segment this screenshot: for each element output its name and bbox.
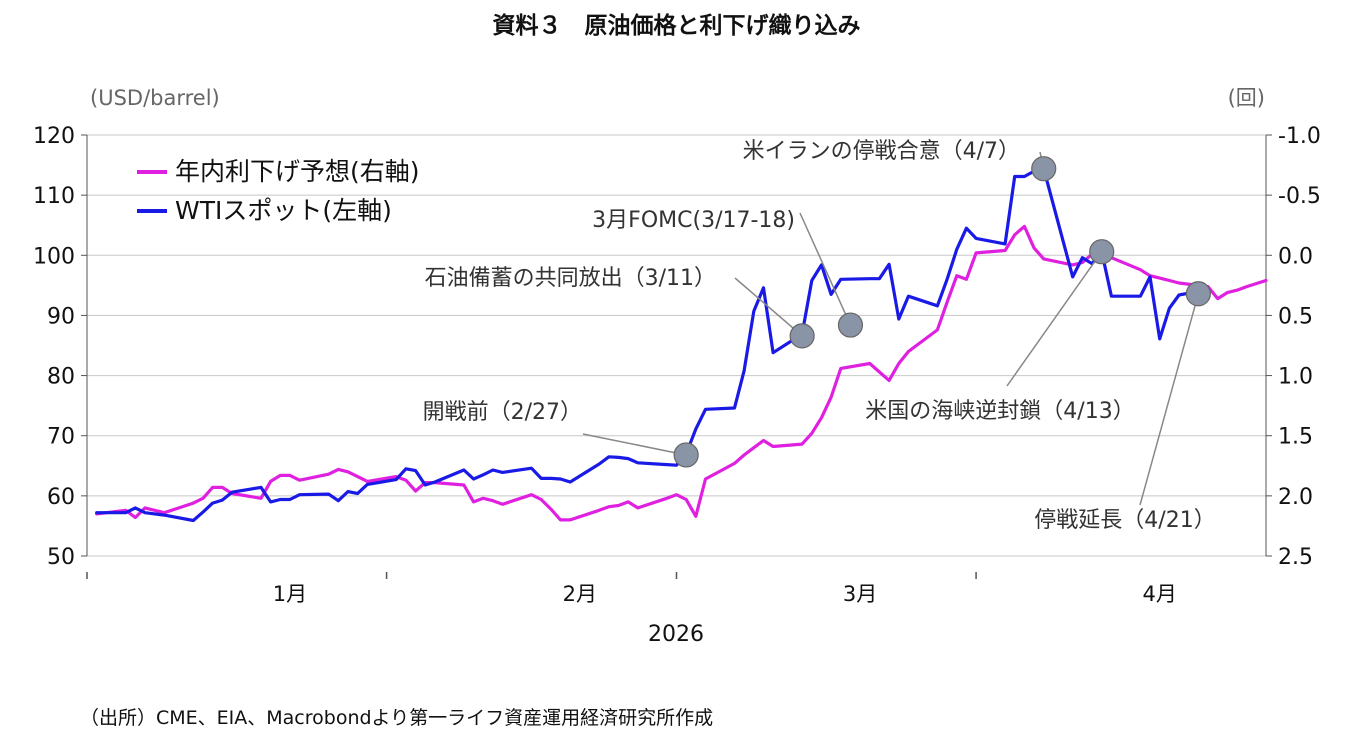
x-tick-label: 2月 — [563, 582, 597, 606]
x-year-label: 2026 — [648, 622, 704, 647]
series-line-wti — [95, 167, 1210, 523]
chart-title: 資料３ 原油価格と利下げ織り込み — [492, 13, 861, 39]
annotation-leader — [734, 277, 803, 337]
right-tick-label: 0.0 — [1278, 244, 1313, 269]
x-tick-label: 4月 — [1143, 582, 1177, 606]
right-tick-label: 0.5 — [1278, 304, 1313, 329]
annotation-label: 米国の海峡逆封鎖（4/13） — [865, 399, 1134, 424]
left-tick-label: 110 — [33, 184, 75, 209]
annotation-leader — [1006, 251, 1103, 387]
annotation-label: 石油備蓄の共同放出（3/11） — [425, 266, 716, 291]
right-tick-label: 1.5 — [1278, 425, 1313, 450]
right-axis-unit: (回) — [1228, 86, 1265, 110]
left-tick-label: 120 — [33, 124, 75, 149]
right-tick-label: 1.0 — [1278, 365, 1313, 390]
x-tick-label: 1月 — [273, 582, 307, 606]
left-tick-label: 60 — [47, 485, 75, 510]
annotation-marker — [1031, 156, 1057, 182]
annotation-label: 停戦延長（4/21） — [1034, 508, 1215, 533]
annotation-label: 3月FOMC(3/17-18) — [592, 208, 795, 233]
annotation-marker — [789, 323, 815, 349]
annotation-marker — [837, 312, 864, 338]
annotation-leader — [582, 433, 687, 456]
annotation-marker — [1185, 281, 1211, 307]
legend-label: WTIスポット(左軸) — [175, 196, 392, 225]
annotation-leader — [799, 212, 852, 326]
left-tick-label: 100 — [33, 244, 75, 269]
right-tick-label: -1.0 — [1278, 124, 1321, 149]
annotation-label: 開戦前（2/27） — [423, 400, 582, 425]
annotation-label: 米イランの停戦合意（4/7） — [743, 139, 1020, 164]
right-tick-label: 2.0 — [1278, 485, 1313, 510]
x-tick-label: 3月 — [843, 582, 877, 606]
right-tick-label: 2.5 — [1278, 545, 1313, 570]
annotation-leader — [1139, 293, 1200, 506]
right-tick-label: -0.5 — [1278, 184, 1321, 209]
left-tick-label: 50 — [47, 545, 75, 570]
left-tick-label: 70 — [47, 425, 75, 450]
annotation-marker — [673, 442, 699, 468]
annotation-marker — [1089, 239, 1115, 265]
left-axis-unit: (USD/barrel) — [90, 86, 220, 110]
left-tick-label: 90 — [47, 304, 75, 329]
source-note: （出所）CME、EIA、Macrobondより第一ライフ資産運用経済研究所作成 — [80, 707, 714, 729]
legend-label: 年内利下げ予想(右軸) — [175, 157, 420, 186]
left-tick-label: 80 — [47, 365, 75, 390]
